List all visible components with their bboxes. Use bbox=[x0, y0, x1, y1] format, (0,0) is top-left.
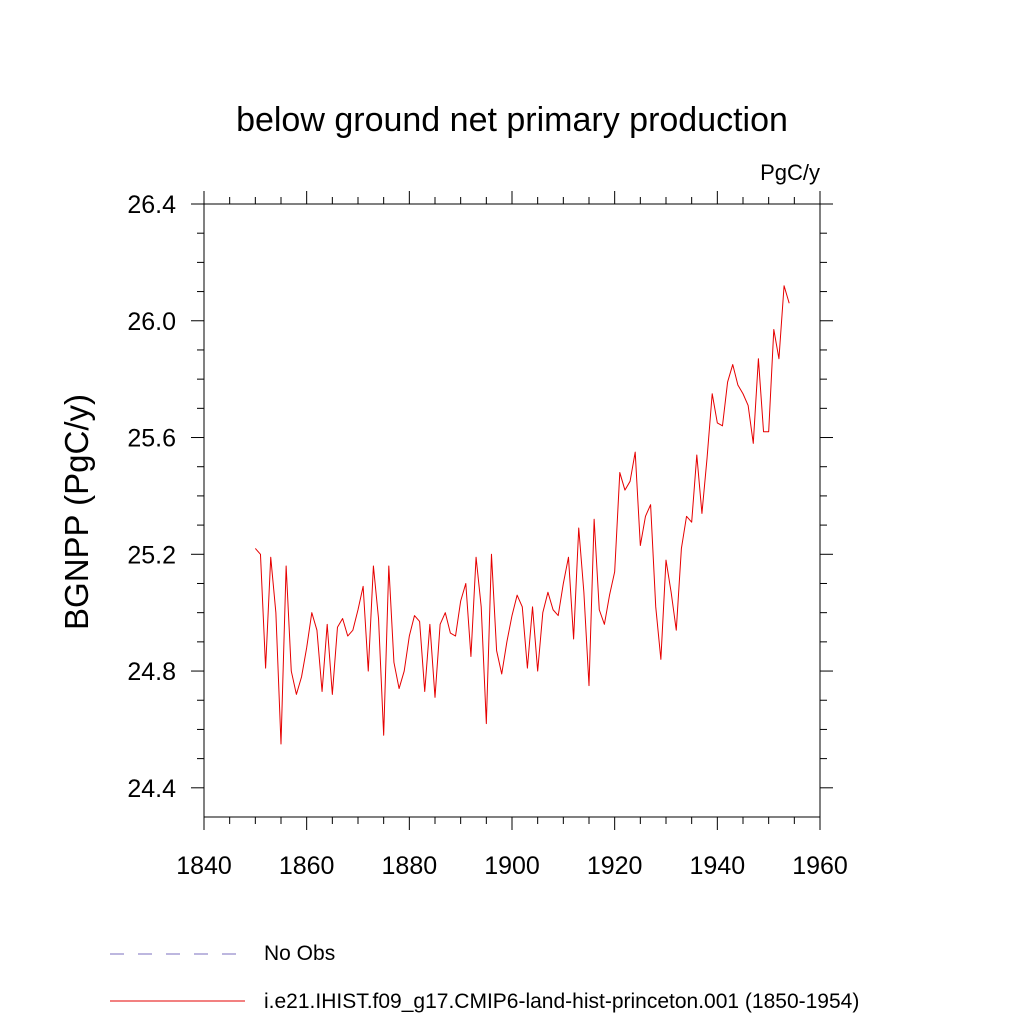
y-axis-label: BGNPP (PgC/y) bbox=[58, 394, 95, 630]
x-tick-label: 1880 bbox=[382, 852, 438, 880]
y-tick-label: 24.4 bbox=[127, 775, 176, 803]
legend-label-no-obs: No Obs bbox=[264, 942, 335, 965]
y-tick-label: 26.0 bbox=[127, 308, 176, 336]
x-tick-label: 1900 bbox=[484, 852, 540, 880]
y-tick-label: 25.6 bbox=[127, 425, 176, 453]
plot-frame bbox=[203, 203, 821, 818]
x-tick-label: 1840 bbox=[176, 852, 232, 880]
series-line-1 bbox=[254, 285, 790, 745]
x-tick-label: 1920 bbox=[587, 852, 643, 880]
legend-label-model-run: i.e21.IHIST.f09_g17.CMIP6-land-hist-prin… bbox=[264, 990, 859, 1013]
units-label: PgC/y bbox=[760, 160, 820, 185]
x-tick-label: 1960 bbox=[792, 852, 848, 880]
tick-labels: 1840 1860 1880 1900 1920 1940 1960 24.4 24.8 25.2… bbox=[127, 191, 847, 880]
y-tick-label: 25.2 bbox=[127, 541, 176, 569]
chart-title: below ground net primary production bbox=[236, 101, 788, 139]
axis-ticks bbox=[191, 191, 833, 830]
x-tick-label: 1860 bbox=[279, 852, 335, 880]
y-tick-label: 26.4 bbox=[127, 191, 176, 219]
x-tick-label: 1940 bbox=[690, 852, 746, 880]
axes bbox=[203, 203, 821, 818]
series-lines bbox=[254, 285, 790, 745]
y-tick-label: 24.8 bbox=[127, 658, 176, 686]
legend: No Obs i.e21.IHIST.f09_g17.CMIP6-land-hi… bbox=[110, 942, 859, 1013]
